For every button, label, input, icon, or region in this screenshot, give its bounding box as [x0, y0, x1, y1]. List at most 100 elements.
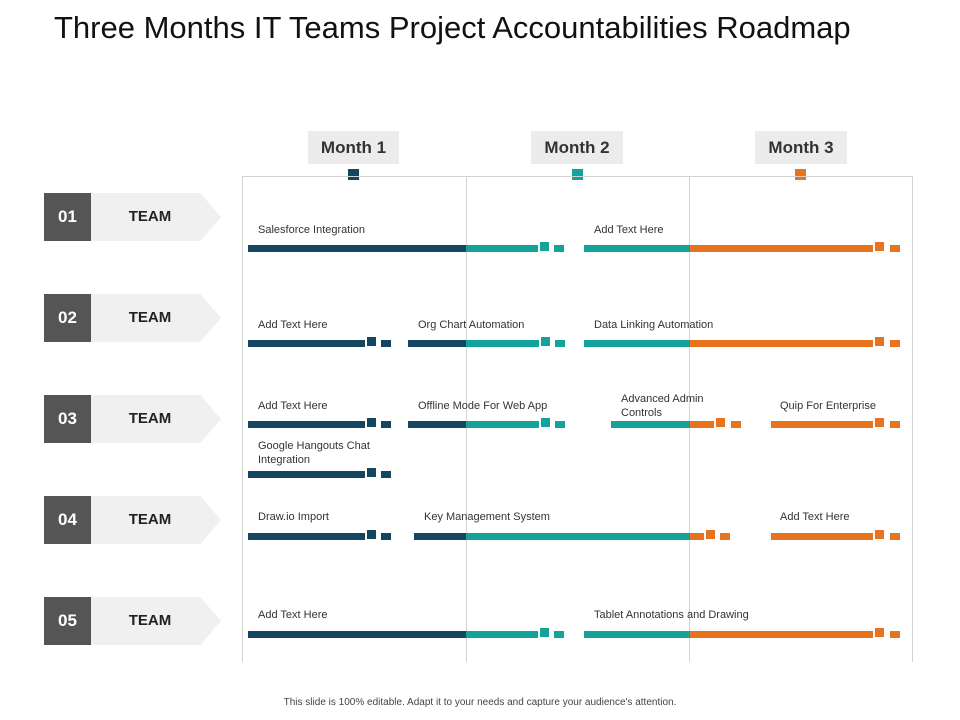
task-label: Add Text Here: [780, 511, 850, 523]
team-label: TEAM: [128, 208, 172, 225]
month-2-marker: [572, 169, 583, 180]
task-bar: [466, 421, 540, 428]
task-label: Google Hangouts Chat Integration: [258, 440, 370, 466]
team-tag: TEAM: [91, 294, 227, 344]
footer-note: This slide is 100% editable. Adapt it to…: [283, 697, 677, 708]
task-bar-end: [890, 245, 900, 252]
grid-line-start: [242, 176, 243, 662]
task-bar: [248, 245, 466, 252]
task-bar: [248, 421, 365, 428]
task-bar: [690, 631, 874, 638]
team-label: TEAM: [128, 309, 172, 326]
task-bar-marker: [873, 416, 886, 429]
task-bar: [414, 533, 466, 540]
team-tag-arrow: [91, 496, 221, 544]
month-3-label: Month 3: [755, 131, 847, 164]
task-bar: [466, 631, 540, 638]
month-1-marker: [348, 169, 359, 180]
task-label: Salesforce Integration: [258, 224, 366, 236]
team-number: 01: [44, 193, 91, 241]
task-bar: [690, 245, 874, 252]
task-bar-marker: [539, 335, 552, 348]
task-bar-end: [381, 421, 391, 428]
task-bar-marker: [714, 416, 727, 429]
team-tag-arrow: [91, 193, 221, 241]
task-bar: [584, 340, 690, 347]
task-bar: [408, 340, 466, 347]
task-bar: [408, 421, 466, 428]
team-tag-arrow: [91, 597, 221, 645]
team-tag: TEAM: [91, 193, 227, 243]
task-bar-end: [381, 533, 391, 540]
team-tag: TEAM: [91, 597, 227, 647]
task-bar: [611, 421, 690, 428]
grid-top-line: [242, 176, 913, 177]
team-tag: TEAM: [91, 496, 227, 546]
task-bar-marker: [365, 335, 378, 348]
grid-line-end: [912, 176, 913, 662]
team-label: TEAM: [128, 410, 172, 427]
month-3-marker: [795, 169, 806, 180]
task-bar: [466, 340, 540, 347]
task-label: Add Text Here: [258, 319, 328, 331]
task-bar: [584, 631, 690, 638]
team-number: 05: [44, 597, 91, 645]
task-bar-end: [554, 245, 564, 252]
task-bar-marker: [539, 416, 552, 429]
task-bar-end: [890, 421, 900, 428]
task-label: Quip For Enterprise: [780, 400, 876, 412]
task-label: Key Management System: [424, 511, 550, 523]
task-bar-marker: [365, 416, 378, 429]
task-bar: [248, 340, 365, 347]
task-label: Data Linking Automation: [594, 319, 714, 331]
team-label: TEAM: [128, 612, 172, 629]
task-bar-end: [890, 340, 900, 347]
task-bar: [690, 421, 714, 428]
task-bar: [466, 245, 540, 252]
task-bar: [466, 533, 690, 540]
task-bar: [771, 421, 874, 428]
task-bar-marker: [538, 626, 551, 639]
month-2-label: Month 2: [531, 131, 623, 164]
task-bar-marker: [873, 528, 886, 541]
task-bar: [248, 533, 365, 540]
task-bar-marker: [873, 335, 886, 348]
task-bar: [690, 533, 704, 540]
team-tag-arrow: [91, 294, 221, 342]
grid-line-month-2-3: [689, 176, 690, 662]
task-bar-end: [890, 533, 900, 540]
task-bar-marker: [365, 528, 378, 541]
grid-line-month-1-2: [466, 176, 467, 662]
task-label: Tablet Annotations and Drawing: [594, 609, 749, 621]
task-bar-end: [555, 340, 565, 347]
task-bar-marker: [873, 240, 886, 253]
task-bar-marker: [704, 528, 717, 541]
team-label: TEAM: [128, 511, 172, 528]
task-bar-marker: [873, 626, 886, 639]
task-bar-end: [381, 340, 391, 347]
task-bar-marker: [365, 466, 378, 479]
team-tag-arrow: [91, 395, 221, 443]
task-bar-end: [381, 471, 391, 478]
task-label: Add Text Here: [594, 224, 664, 236]
task-label: Add Text Here: [258, 400, 328, 412]
page-title: Three Months IT Teams Project Accountabi…: [54, 10, 851, 45]
task-bar-end: [554, 631, 564, 638]
task-label: Org Chart Automation: [418, 319, 525, 331]
task-label: Advanced Admin Controls: [621, 393, 704, 419]
team-number: 03: [44, 395, 91, 443]
team-tag: TEAM: [91, 395, 227, 445]
task-bar: [248, 631, 466, 638]
task-bar-marker: [538, 240, 551, 253]
task-label: Add Text Here: [258, 609, 328, 621]
task-bar-end: [890, 631, 900, 638]
task-bar: [690, 340, 874, 347]
task-bar: [771, 533, 874, 540]
task-bar: [248, 471, 365, 478]
task-label: Draw.io Import: [258, 511, 329, 523]
task-bar-end: [731, 421, 741, 428]
task-label: Offline Mode For Web App: [418, 400, 548, 412]
month-1-label: Month 1: [308, 131, 399, 164]
task-bar-end: [555, 421, 565, 428]
task-bar-end: [720, 533, 730, 540]
